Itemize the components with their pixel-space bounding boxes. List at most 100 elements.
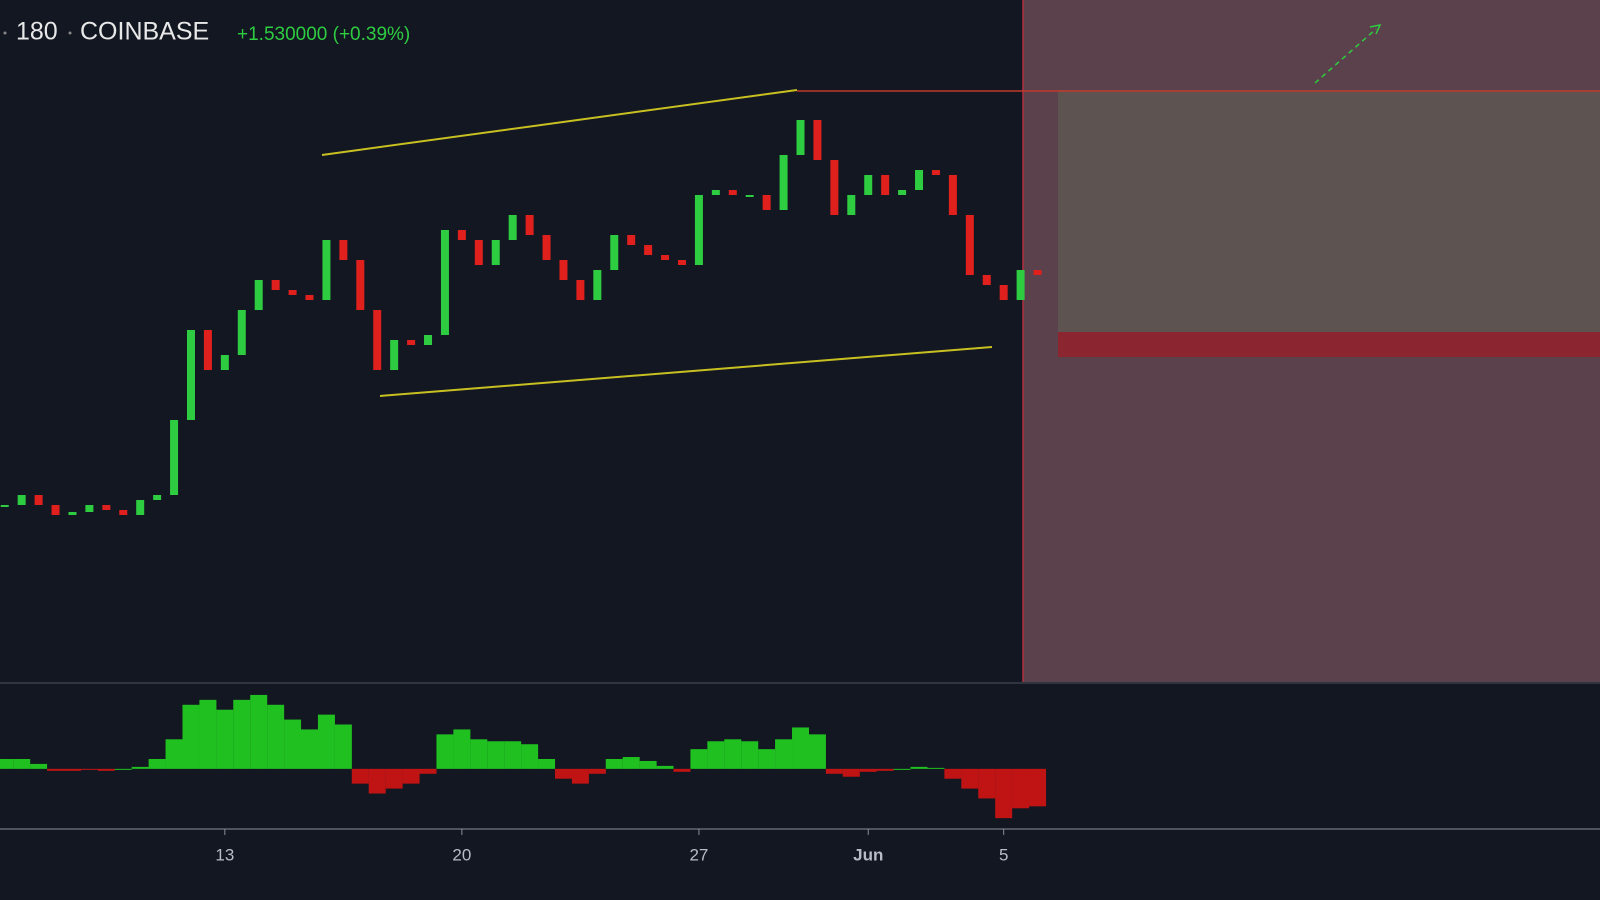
histogram-bar <box>910 766 928 769</box>
channel-bottom <box>379 346 993 397</box>
candle <box>237 310 246 355</box>
channel-top <box>321 89 798 156</box>
x-tick-label: 27 <box>689 845 708 864</box>
histogram-bar <box>114 768 132 770</box>
candle <box>830 160 839 215</box>
candle <box>982 275 991 285</box>
candle <box>915 170 924 190</box>
histogram-bar <box>859 768 877 772</box>
histogram-bar <box>724 739 742 769</box>
histogram-bar <box>504 741 522 769</box>
histogram-bar <box>30 763 48 769</box>
histogram-bar <box>842 768 860 777</box>
candle <box>677 260 686 265</box>
candle <box>220 355 229 370</box>
histogram-bar <box>808 734 826 769</box>
histogram-bar <box>944 768 962 779</box>
histogram-bar <box>131 766 149 769</box>
candle <box>34 495 43 505</box>
candle <box>186 330 195 420</box>
histogram-bar <box>80 768 98 770</box>
histogram-bar <box>538 759 556 769</box>
candle <box>610 235 619 270</box>
separator-dot <box>68 31 72 35</box>
histogram-bar <box>216 709 234 769</box>
histogram-bar <box>792 727 810 769</box>
histogram-bar <box>893 768 911 770</box>
candle <box>864 175 873 195</box>
histogram-bar <box>301 729 319 769</box>
candle <box>68 512 77 515</box>
separator-dot <box>3 31 7 35</box>
histogram-bar <box>199 699 217 769</box>
candle <box>288 290 297 295</box>
histogram-bar <box>1012 768 1030 809</box>
stop-zone <box>1058 332 1600 357</box>
candle <box>119 510 128 515</box>
candle <box>271 280 280 290</box>
candle <box>440 230 449 335</box>
candle <box>373 310 382 370</box>
candle <box>0 505 9 507</box>
histogram-bar <box>639 760 657 769</box>
candle <box>559 260 568 280</box>
candle <box>711 190 720 195</box>
histogram-bar <box>402 768 420 784</box>
histogram-bar <box>707 741 725 769</box>
candle <box>203 330 212 370</box>
candle <box>965 215 974 275</box>
histogram-bar <box>250 694 268 769</box>
candle <box>457 230 466 240</box>
candle <box>796 120 805 155</box>
histogram-bar <box>453 729 471 769</box>
candle <box>525 215 534 235</box>
candle <box>644 245 653 255</box>
candle <box>728 190 737 195</box>
histogram-bar <box>284 719 302 769</box>
histogram-bar <box>554 768 572 779</box>
histogram-bar <box>690 749 708 769</box>
target-zone <box>1058 90 1600 332</box>
candle <box>898 190 907 195</box>
candle <box>745 195 754 197</box>
histogram-bar <box>978 768 996 799</box>
histogram-bar <box>334 724 352 769</box>
histogram-bar <box>351 768 369 784</box>
candle <box>407 340 416 345</box>
histogram-bar <box>13 759 31 769</box>
candle <box>17 495 26 505</box>
candle <box>356 260 365 310</box>
candle <box>542 235 551 260</box>
histogram-bar <box>368 768 386 794</box>
x-tick-label: 20 <box>452 845 471 864</box>
candle <box>339 240 348 260</box>
histogram-bar <box>673 768 691 772</box>
candle <box>694 195 703 265</box>
candle <box>491 240 500 265</box>
candle <box>136 500 145 515</box>
histogram-bar <box>63 768 81 771</box>
histogram-bar <box>470 739 488 769</box>
histogram-bar <box>97 768 115 771</box>
histogram-bar <box>1029 768 1047 807</box>
projection-arrow <box>1314 28 1377 84</box>
candle <box>85 505 94 512</box>
candle <box>813 120 822 160</box>
candle <box>474 240 483 265</box>
histogram-bar <box>419 768 437 774</box>
candle <box>999 285 1008 300</box>
x-tick-label: 13 <box>215 845 234 864</box>
histogram-bar <box>588 768 606 774</box>
histogram-bar <box>758 749 776 769</box>
candle <box>762 195 771 210</box>
exchange: COINBASE <box>80 18 209 46</box>
candle <box>576 280 585 300</box>
x-tick-label: 5 <box>999 845 1008 864</box>
histogram-bar <box>656 765 674 769</box>
interval: 180 <box>16 18 58 46</box>
histogram-bar <box>487 741 505 769</box>
candle <box>881 175 890 195</box>
histogram-bar <box>165 739 183 769</box>
